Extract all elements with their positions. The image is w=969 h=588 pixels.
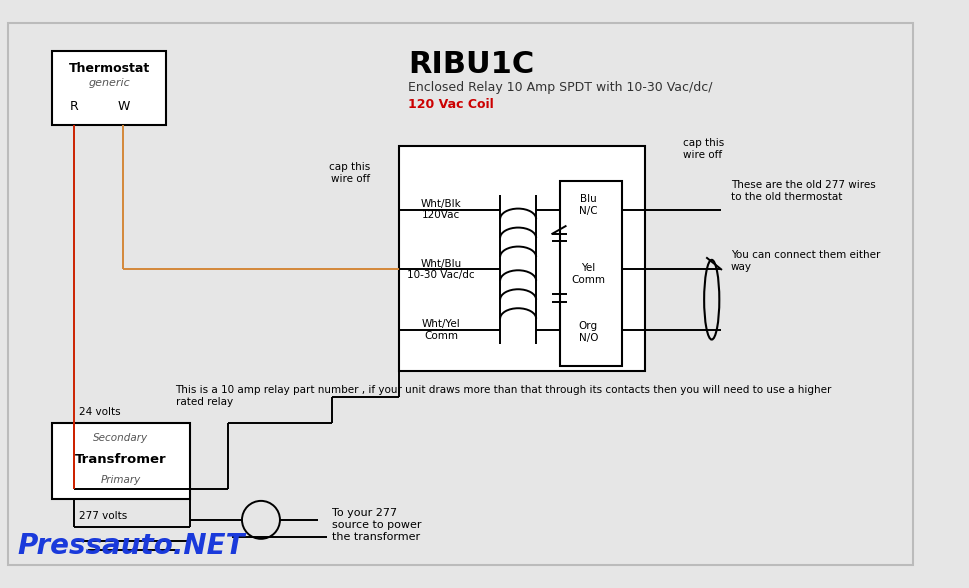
Text: You can connect them either
way: You can connect them either way: [730, 250, 879, 272]
Text: generic: generic: [88, 78, 130, 88]
Text: Primary: Primary: [101, 475, 141, 485]
Text: 120 Vac Coil: 120 Vac Coil: [408, 98, 493, 111]
Text: cap this
wire off: cap this wire off: [328, 162, 370, 183]
Text: To your 277
source to power
the transformer: To your 277 source to power the transfor…: [331, 509, 422, 542]
Text: Wht/Blu
10-30 Vac/dc: Wht/Blu 10-30 Vac/dc: [407, 259, 475, 280]
Text: cap this
wire off: cap this wire off: [682, 138, 724, 160]
Text: Blu
N/C: Blu N/C: [578, 194, 597, 216]
Text: Org
N/O: Org N/O: [578, 321, 598, 343]
Text: Transfromer: Transfromer: [76, 453, 167, 466]
Text: Wht/Blk
120Vac: Wht/Blk 120Vac: [421, 199, 461, 220]
Text: 277 volts: 277 volts: [78, 511, 127, 521]
Text: Thermostat: Thermostat: [69, 62, 149, 75]
Text: R: R: [70, 99, 78, 113]
Text: Enclosed Relay 10 Amp SPDT with 10-30 Vac/dc/: Enclosed Relay 10 Amp SPDT with 10-30 Va…: [408, 81, 712, 93]
Text: Wht/Yel
Comm: Wht/Yel Comm: [422, 319, 460, 341]
Text: Pressauto.NET: Pressauto.NET: [17, 532, 244, 560]
Text: Yel
Comm: Yel Comm: [571, 263, 605, 285]
Text: Secondary: Secondary: [93, 433, 148, 443]
Text: This is a 10 amp relay part number , if your unit draws more than that through i: This is a 10 amp relay part number , if …: [175, 385, 831, 407]
Bar: [52, 423, 190, 499]
Bar: [52, 51, 166, 125]
Text: RIBU1C: RIBU1C: [408, 50, 534, 79]
Text: These are the old 277 wires
to the old thermostat: These are the old 277 wires to the old t…: [730, 181, 875, 202]
Bar: [398, 146, 644, 371]
Text: 24 volts: 24 volts: [78, 407, 120, 417]
Text: W: W: [117, 99, 130, 113]
Bar: [559, 181, 621, 366]
